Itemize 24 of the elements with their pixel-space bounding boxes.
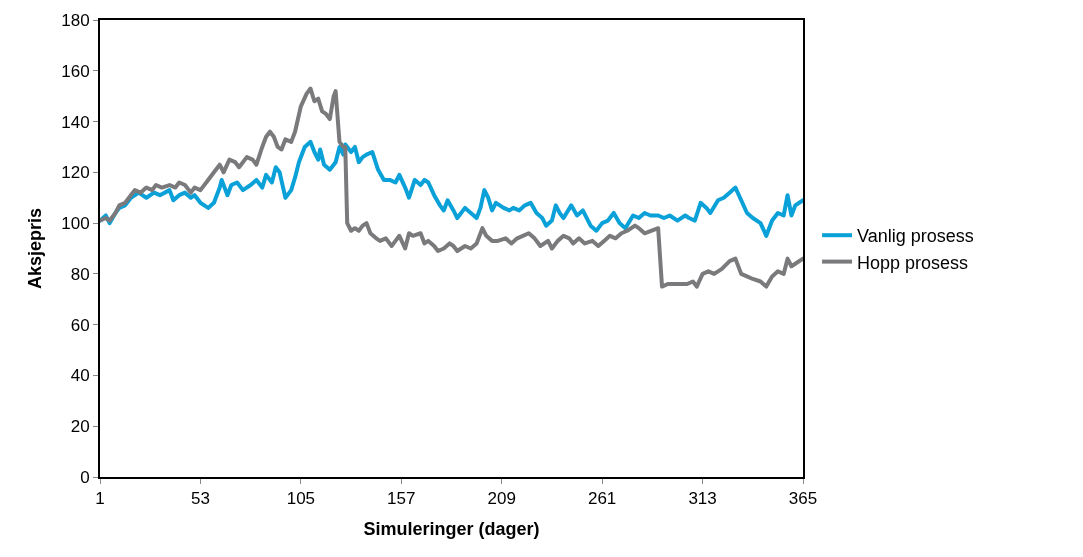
y-tick-label: 100	[61, 214, 90, 234]
y-tick-label: 20	[70, 417, 90, 437]
x-tick-label: 105	[286, 489, 316, 509]
y-tick-label: 40	[70, 366, 90, 386]
x-axis-title: Simuleringer (dager)	[363, 519, 540, 539]
x-tick-label: 53	[190, 489, 210, 509]
y-axis-title: Aksjepris	[24, 207, 45, 290]
y-tick-label: 80	[70, 264, 90, 284]
y-tick-label: 160	[61, 61, 90, 81]
x-tick-label: 313	[688, 489, 717, 509]
x-tick-label: 157	[387, 489, 416, 509]
y-tick-label: 140	[61, 112, 90, 132]
x-tick-label: 261	[587, 489, 617, 509]
legend-label: Hopp prosess	[857, 252, 969, 273]
y-tick-label: 60	[70, 315, 90, 335]
legend-label: Vanlig prosess	[857, 226, 974, 247]
x-tick-label: 209	[487, 489, 516, 509]
y-tick-label: 0	[80, 467, 90, 487]
y-tick-label: 120	[61, 163, 90, 183]
x-tick-label: 1	[95, 489, 105, 509]
line-series	[100, 86, 803, 289]
line-series	[100, 139, 803, 238]
x-tick-label: 365	[788, 489, 818, 509]
y-tick-label: 180	[61, 10, 90, 30]
